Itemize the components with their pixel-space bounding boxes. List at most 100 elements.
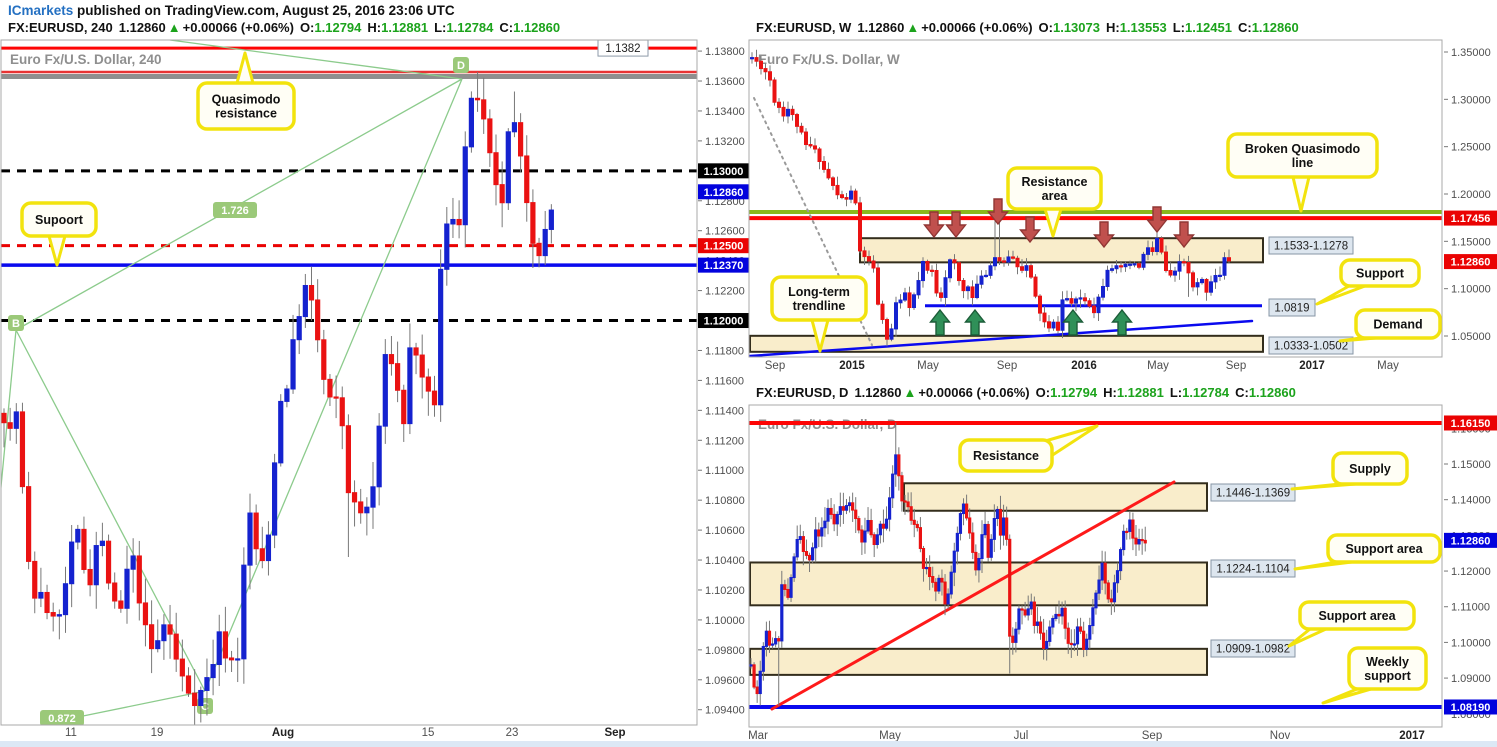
- d-x-tick: Mar: [748, 730, 768, 742]
- d-candles: [749, 422, 1147, 706]
- w-x-tick: Sep: [1226, 360, 1246, 372]
- w-price-badge: [1444, 210, 1497, 226]
- h4-y-tick: 1.09400: [705, 705, 745, 717]
- w-candles: [750, 49, 1231, 347]
- w-y-tick: 1.20000: [1451, 189, 1491, 201]
- w-trendline: [749, 319, 1254, 357]
- h4-y-tick: 1.13400: [705, 106, 745, 118]
- w-callout-text: line: [1292, 156, 1314, 170]
- h4-price-badge: [698, 313, 749, 329]
- d-price-badge-label: 1.08190: [1451, 702, 1491, 714]
- w-x-tick: 2015: [839, 360, 865, 372]
- up-arrow-icon: [1062, 308, 1084, 336]
- d-range-label: 1.0909-1.0982: [1216, 644, 1290, 656]
- up-arrow-icon: [964, 308, 986, 336]
- d-callout-text: Support area: [1345, 542, 1423, 556]
- w-open-label: O:: [1038, 20, 1053, 35]
- d-y-tick: 1.10000: [1451, 637, 1491, 649]
- h4-price-badge-label: 1.12000: [704, 316, 744, 328]
- h4-pattern-line: [15, 329, 206, 692]
- h4-plot-layers: Euro Fx/U.S. Dollar, 240 B C D 1.726 0.872: [1, 40, 697, 725]
- up-triangle-icon: ▲: [903, 385, 917, 400]
- w-close: 1.12860: [1251, 20, 1299, 35]
- w-y-tick: 1.15000: [1451, 236, 1491, 248]
- w-low: 1.12451: [1184, 20, 1232, 35]
- w-high: 1.13553: [1119, 20, 1167, 35]
- down-arrow-icon: [987, 198, 1009, 226]
- d-y-tick: 1.11000: [1451, 602, 1490, 614]
- h4-pattern-ratio-label: 0.872: [48, 713, 76, 725]
- w-callout-text: Support: [1356, 267, 1405, 281]
- h4-plot-area[interactable]: [1, 40, 697, 725]
- h4-high: 1.12881: [381, 20, 429, 35]
- d-callout: Support area: [1293, 533, 1442, 571]
- h4-x-tick: 19: [151, 727, 164, 739]
- h4-price-badge: [698, 184, 749, 200]
- h4-close-label: C:: [499, 20, 514, 35]
- w-callout-text: area: [1042, 189, 1069, 203]
- d-close: 1.12860: [1248, 385, 1296, 400]
- d-low: 1.12784: [1182, 385, 1230, 400]
- d-close-label: C:: [1235, 385, 1249, 400]
- d-price-badge-label: 1.16150: [1451, 418, 1491, 430]
- h4-line-tag-label: 1.1382: [605, 43, 640, 55]
- w-low-label: L:: [1172, 20, 1185, 35]
- weekly-chart-header: FX:EURUSD, W 1.12860 ▲ +0.00066 (+0.06%) O:1…: [756, 20, 1299, 35]
- w-range-label: 1.1533-1.1278: [1274, 241, 1348, 253]
- h4-pattern-line: [204, 78, 463, 692]
- daily-chart-header: FX:EURUSD, D 1.12860 ▲ +0.00066 (+0.06%) O:1…: [756, 385, 1296, 400]
- d-range-label: 1.1224-1.1104: [1216, 564, 1290, 576]
- d-change: +0.00066 (+0.06%): [918, 385, 1030, 400]
- w-last: 1.12860: [857, 20, 905, 35]
- d-high: 1.12881: [1116, 385, 1164, 400]
- h4-callout-text: Quasimodo: [212, 93, 281, 107]
- d-callout: Support area: [1287, 600, 1416, 648]
- h4-y-tick: 1.12600: [705, 226, 745, 238]
- byline-brand[interactable]: ICmarkets: [8, 3, 74, 18]
- w-x-tick: May: [1147, 360, 1169, 372]
- w-price-badge: [1444, 254, 1497, 270]
- d-symbol[interactable]: FX:EURUSD, D: [756, 385, 849, 400]
- d-callout: Resistance: [958, 424, 1099, 473]
- h4-y-tick: 1.11600: [705, 375, 744, 387]
- h4-pattern-point-label: C: [201, 701, 209, 713]
- d-x-tick: 2017: [1399, 730, 1425, 742]
- w-callout-text: Broken Quasimodo: [1245, 142, 1361, 156]
- w-callout: Support: [1315, 258, 1421, 306]
- w-symbol[interactable]: FX:EURUSD, W: [756, 20, 852, 35]
- w-y-tick: 1.10000: [1451, 284, 1491, 296]
- w-price-badge-label: 1.17456: [1451, 213, 1491, 225]
- h4-price-badge-label: 1.12500: [704, 241, 744, 253]
- w-zone: [859, 237, 1264, 264]
- h4-candles: [1, 72, 554, 725]
- h4-last: 1.12860: [118, 20, 166, 35]
- h4-x-tick: 15: [422, 727, 435, 739]
- down-arrow-icon: [945, 211, 967, 239]
- w-x-tick: Sep: [765, 360, 785, 372]
- h4-y-tick: 1.10000: [705, 615, 745, 627]
- h4-high-label: H:: [367, 20, 382, 35]
- d-low-label: L:: [1169, 385, 1183, 400]
- w-x-tick: May: [917, 360, 939, 372]
- d-last: 1.12860: [854, 385, 902, 400]
- h4-symbol[interactable]: FX:EURUSD, 240: [8, 20, 113, 35]
- h4-y-tick: 1.13200: [705, 136, 745, 148]
- w-close-label: C:: [1237, 20, 1252, 35]
- h4-change: +0.00066 (+0.06%): [182, 20, 294, 35]
- d-chart: Euro Fx/U.S. Dollar, D1.1446-1.1369 1.122…: [748, 404, 1497, 742]
- h4-y-tick: 1.10200: [705, 585, 745, 597]
- h4-pattern-point: [8, 315, 24, 331]
- d-zone: [749, 647, 1208, 676]
- d-plot-layers: Euro Fx/U.S. Dollar, D: [749, 417, 1442, 711]
- h4-y-tick: 1.09600: [705, 675, 745, 687]
- d-zone: [903, 482, 1208, 512]
- d-range-label-box: [1210, 483, 1296, 502]
- d-x-tick: Sep: [1142, 730, 1162, 742]
- d-price-badge: [1444, 415, 1497, 431]
- w-x-tick: 2016: [1071, 360, 1097, 372]
- w-callout-text: trendline: [793, 299, 846, 313]
- d-x-tick: Jul: [1014, 730, 1029, 742]
- h4-low: 1.12784: [446, 20, 494, 35]
